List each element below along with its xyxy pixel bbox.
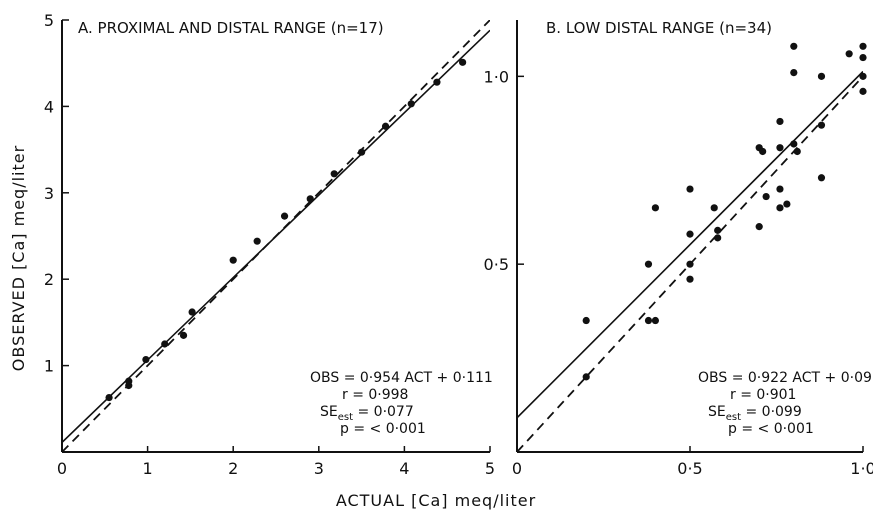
data-point	[459, 58, 467, 66]
data-point	[790, 140, 798, 148]
data-point	[582, 316, 590, 325]
data-point	[125, 377, 133, 385]
p-value: p = < 0·001	[340, 421, 426, 437]
x-tick-label: 0	[57, 459, 67, 478]
data-point	[783, 200, 791, 208]
data-point	[859, 42, 867, 50]
y-tick-label: 4	[44, 97, 54, 116]
panel-a: 0 1 2 3 4 5 1 2 3 4 5 A. PROXIMAL AND DISTAL RANGE …	[44, 11, 495, 478]
data-point	[407, 100, 415, 108]
data-point	[859, 53, 867, 62]
data-point	[330, 170, 338, 178]
y-tick-label: 3	[44, 184, 54, 203]
data-point	[714, 234, 722, 242]
data-point	[714, 226, 722, 234]
data-point	[686, 230, 694, 238]
data-point	[651, 204, 660, 212]
data-point	[686, 275, 694, 283]
data-point	[229, 256, 237, 264]
se-label: SE	[708, 404, 726, 420]
se-subscript: est	[726, 412, 741, 423]
data-point	[776, 185, 784, 193]
se-subscript: est	[338, 412, 353, 423]
p-value: p = < 0·001	[728, 421, 814, 437]
fit-equation: OBS = 0·954 ACT + 0·111	[310, 370, 493, 386]
correlation-r: r = 0·998	[342, 387, 408, 403]
data-point	[188, 308, 196, 316]
data-point	[381, 122, 390, 130]
panel-title: B. LOW DISTAL RANGE (n=34)	[546, 19, 772, 37]
y-tick-label: 5	[44, 11, 54, 30]
y-tick-label: 1·0	[484, 67, 509, 86]
data-point	[280, 212, 289, 220]
x-axis-label: ACTUAL [Ca] meq/liter	[336, 491, 536, 510]
data-point	[762, 192, 770, 201]
data-point	[306, 195, 314, 203]
x-tick-label: 1·0	[850, 459, 873, 478]
data-point	[253, 237, 261, 245]
correlation-r: r = 0·901	[730, 387, 796, 403]
y-tick-label: 2	[44, 270, 54, 289]
data-point	[817, 72, 826, 80]
data-point	[710, 204, 718, 212]
data-point	[179, 331, 188, 339]
x-tick-label: 2	[228, 459, 238, 478]
data-point	[859, 87, 867, 95]
regression-line	[517, 70, 863, 419]
x-tick-label: 4	[399, 459, 409, 478]
standard-error: SEest = 0·099	[708, 404, 802, 423]
data-point	[759, 147, 767, 156]
data-point	[845, 50, 853, 58]
data-point	[358, 148, 366, 156]
data-point	[142, 355, 150, 364]
y-tick-label: 1	[44, 357, 54, 376]
data-point	[776, 117, 784, 126]
standard-error: SEest = 0·077	[320, 404, 414, 423]
data-point	[790, 42, 798, 50]
se-value: = 0·077	[353, 404, 414, 420]
data-point	[644, 260, 653, 268]
data-point	[817, 121, 826, 129]
data-point	[105, 393, 113, 402]
data-point	[644, 316, 653, 325]
data-point	[433, 78, 441, 86]
data-point	[161, 340, 169, 348]
se-value: = 0·099	[741, 404, 802, 420]
y-tick-label: 0·5	[484, 255, 509, 274]
y-axis-label: OBSERVED [Ca] meq/liter	[9, 145, 28, 371]
panel-title: A. PROXIMAL AND DISTAL RANGE (n=17)	[78, 19, 384, 37]
data-point	[790, 68, 798, 77]
data-point	[793, 147, 801, 156]
data-point	[776, 204, 784, 212]
data-point	[859, 72, 867, 80]
data-point	[582, 373, 590, 381]
x-tick-label: 5	[485, 459, 495, 478]
x-tick-label: 0	[512, 459, 522, 478]
x-tick-label: 0·5	[677, 459, 702, 478]
panel-b: 0 0·5 1·0 0·5 1·0 B. LOW DISTAL RANGE (n=34) O…	[484, 19, 873, 478]
data-point	[776, 144, 784, 152]
data-point	[686, 185, 694, 193]
regression-line	[62, 29, 490, 443]
fit-equation: OBS = 0·922 ACT + 0·091	[698, 370, 873, 386]
se-label: SE	[320, 404, 338, 420]
data-point	[755, 223, 763, 231]
x-tick-label: 1	[143, 459, 153, 478]
data-point	[686, 260, 694, 268]
x-tick-label: 3	[314, 459, 324, 478]
data-point	[817, 174, 826, 182]
data-point	[651, 316, 660, 325]
